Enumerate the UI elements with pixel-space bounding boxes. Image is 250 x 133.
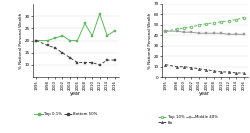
X-axis label: year: year [199,91,210,96]
Y-axis label: % National Personal Wealth: % National Personal Wealth [148,12,152,69]
Legend: Top 10%, Bo, Middle 40%: Top 10%, Bo, Middle 40% [156,113,220,126]
Legend: Top 0.1%, Bottom 50%: Top 0.1%, Bottom 50% [33,111,99,118]
Y-axis label: % National Personal Wealth: % National Personal Wealth [19,12,23,69]
X-axis label: year: year [70,91,81,96]
